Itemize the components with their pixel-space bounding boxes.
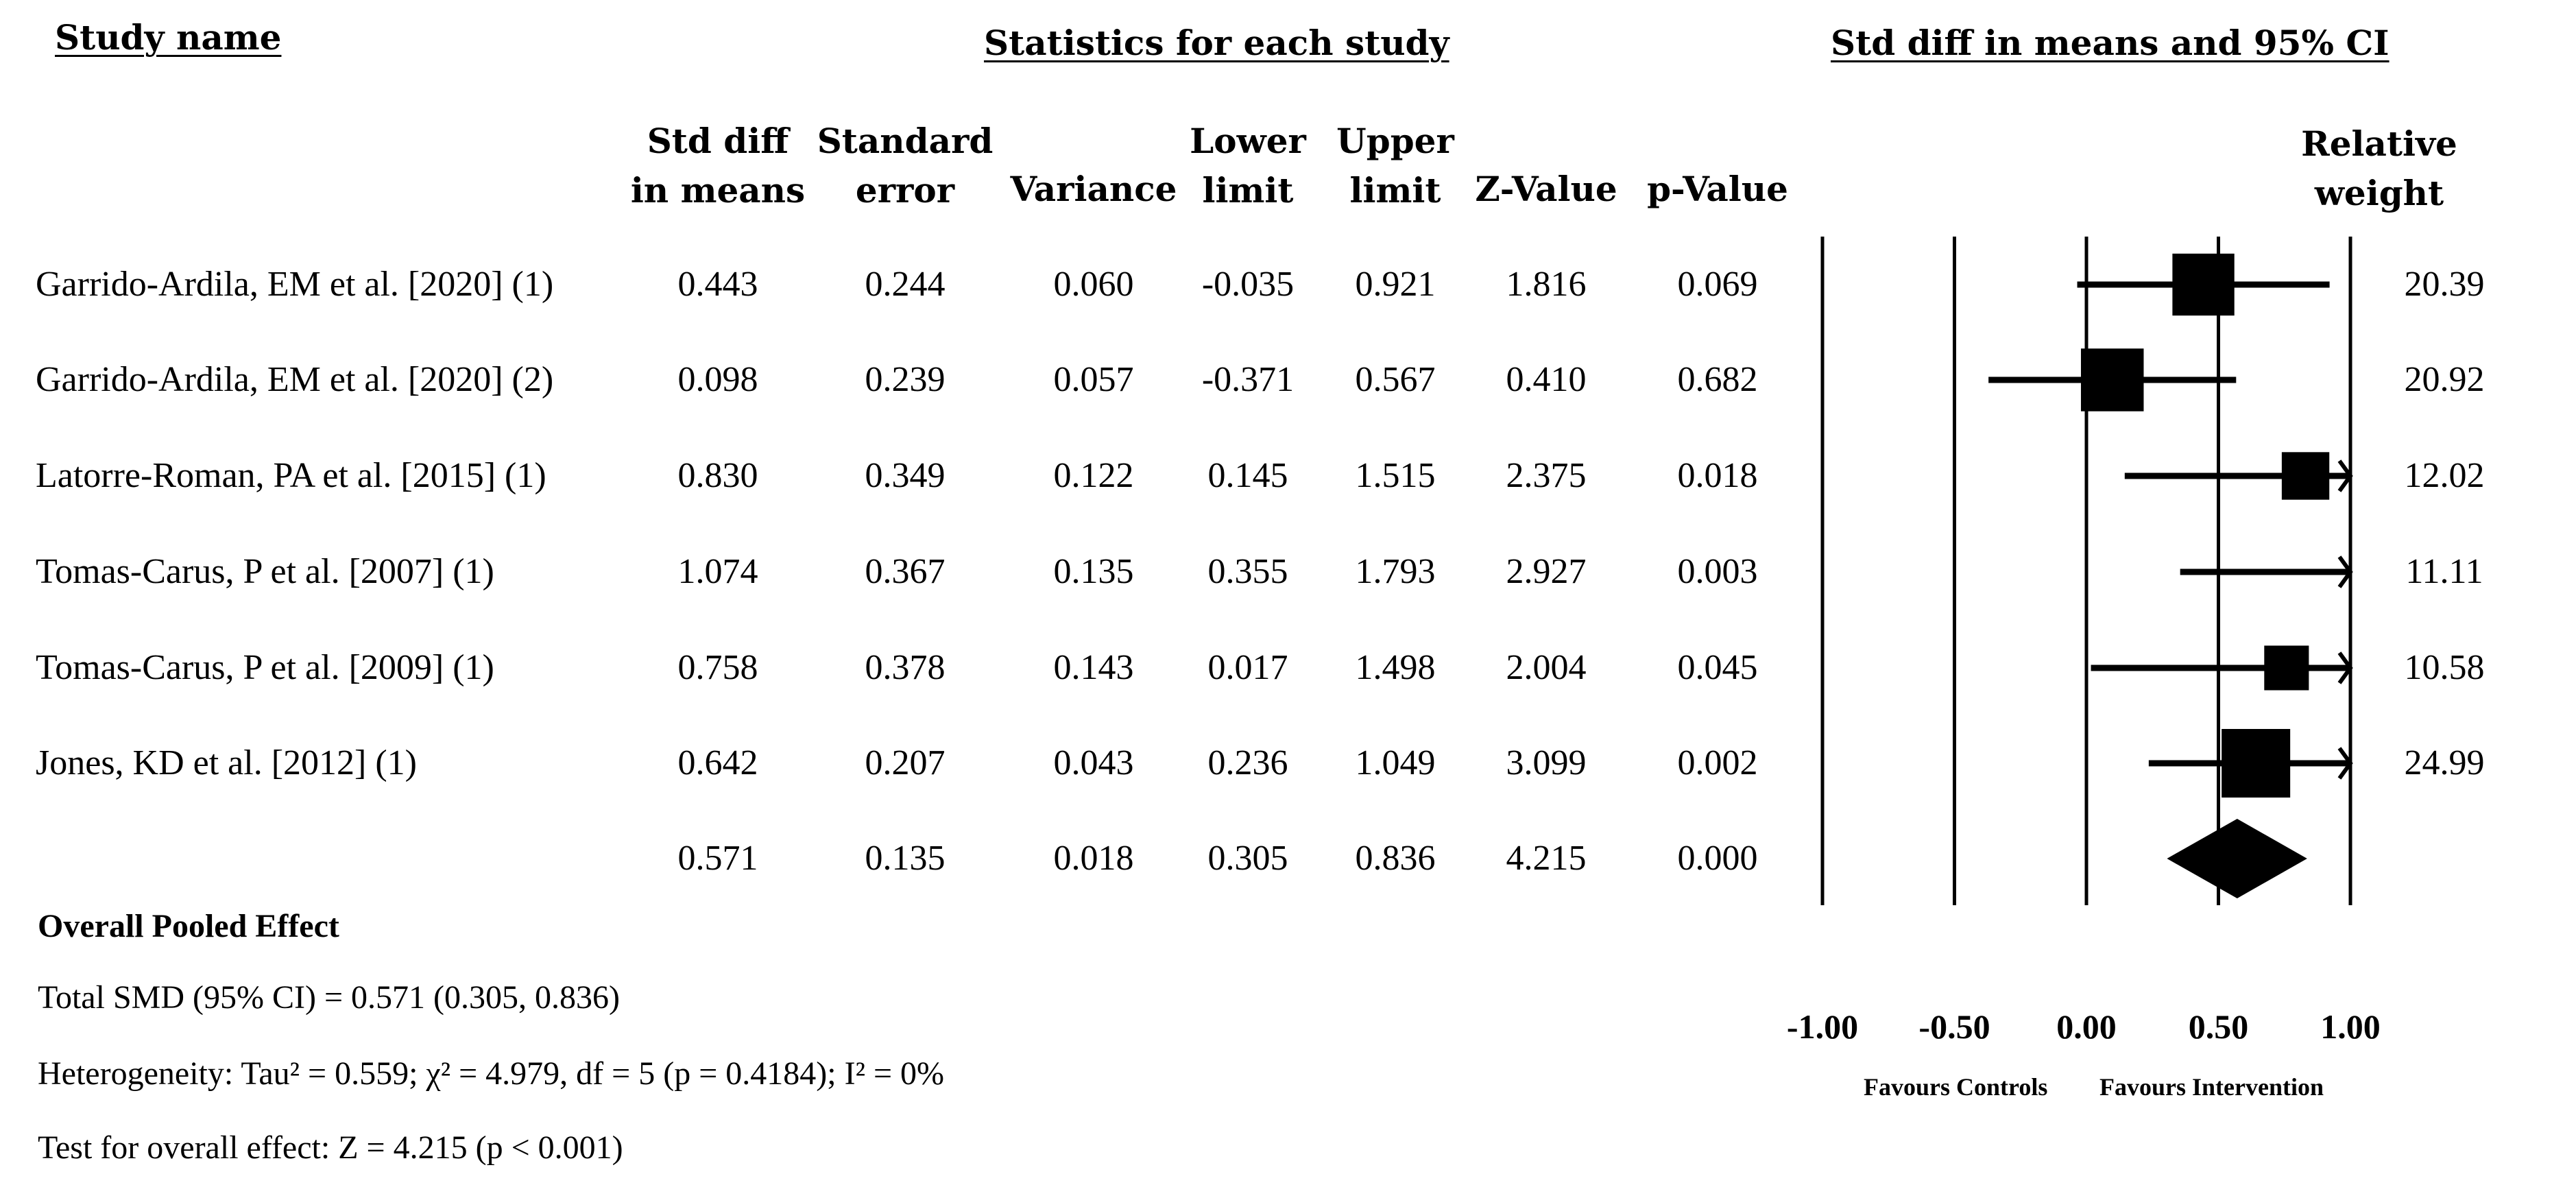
column-header-upper: Upper limit <box>1336 121 1454 211</box>
study-name: Jones, KD et al. [2012] (1) <box>36 743 417 782</box>
cell-z: 3.099 <box>1506 743 1587 782</box>
study-name: Latorre-Roman, PA et al. [2015] (1) <box>36 456 546 495</box>
cell-upper: 1.498 <box>1355 648 1436 687</box>
column-header-z: Z-Value <box>1475 169 1617 209</box>
column-header-lower: Lower limit <box>1190 121 1306 211</box>
cell-p: 0.002 <box>1677 743 1758 782</box>
cell-p: 0.682 <box>1677 360 1758 399</box>
cell-p: 0.069 <box>1677 265 1758 304</box>
relative-weight: 10.58 <box>2404 648 2485 687</box>
cell-smd: 0.758 <box>677 648 758 687</box>
cell-upper: 1.049 <box>1355 743 1436 782</box>
effect-square <box>2172 253 2235 316</box>
pooled-upper: 0.836 <box>1355 839 1436 878</box>
study-name: Garrido-Ardila, EM et al. [2020] (1) <box>36 265 554 304</box>
cell-p: 0.018 <box>1677 456 1758 495</box>
cell-lower: 0.017 <box>1207 648 1288 687</box>
ci-arrow <box>2337 651 2353 684</box>
x-tick-label: 0.00 <box>2056 1007 2117 1046</box>
pooled-lower: 0.305 <box>1207 839 1288 878</box>
cell-z: 2.927 <box>1506 552 1587 591</box>
cell-lower: 0.236 <box>1207 743 1288 782</box>
plot-title: Std diff in means and 95% CI <box>1831 23 2390 63</box>
cell-lower: -0.035 <box>1201 265 1295 304</box>
relative-weight: 24.99 <box>2404 743 2485 782</box>
cell-se: 0.349 <box>865 456 946 495</box>
study-name: Tomas-Carus, P et al. [2007] (1) <box>36 552 494 591</box>
cell-var: 0.122 <box>1053 456 1134 495</box>
relative-weight: 20.92 <box>2404 360 2485 399</box>
cell-smd: 0.830 <box>677 456 758 495</box>
cell-var: 0.060 <box>1053 265 1134 304</box>
cell-lower: 0.145 <box>1207 456 1288 495</box>
column-header-se: Standard error <box>817 121 994 211</box>
footer-title: Overall Pooled Effect <box>38 908 339 944</box>
cell-se: 0.244 <box>865 265 946 304</box>
x-tick-label: -1.00 <box>1786 1007 1859 1046</box>
cell-lower: -0.371 <box>1201 360 1295 399</box>
cell-se: 0.239 <box>865 360 946 399</box>
column-header-p: p-Value <box>1647 169 1788 209</box>
footer-heterogeneity: Heterogeneity: Tau² = 0.559; χ² = 4.979,… <box>38 1055 945 1092</box>
cell-smd: 0.443 <box>677 265 758 304</box>
x-tick-label: 1.00 <box>2320 1007 2381 1046</box>
relative-weight: 12.02 <box>2404 456 2485 495</box>
stats-title: Statistics for each study <box>984 23 1449 63</box>
cell-smd: 0.642 <box>677 743 758 782</box>
footer-test: Test for overall effect: Z = 4.215 (p < … <box>38 1129 623 1166</box>
effect-square <box>2080 348 2144 411</box>
cell-z: 2.004 <box>1506 648 1587 687</box>
cell-p: 0.045 <box>1677 648 1758 687</box>
ci-arrow <box>2337 555 2353 588</box>
cell-z: 1.816 <box>1506 265 1587 304</box>
cell-var: 0.135 <box>1053 552 1134 591</box>
relative-weight: 11.11 <box>2405 552 2483 591</box>
pooled-z: 4.215 <box>1506 839 1587 878</box>
cell-upper: 0.567 <box>1355 360 1436 399</box>
ci-arrow <box>2337 747 2353 780</box>
pooled-se: 0.135 <box>865 839 946 878</box>
column-header-smd: Std diff in means <box>630 121 806 211</box>
favours-controls-label: Favours Controls <box>1864 1073 2048 1101</box>
pooled-var: 0.018 <box>1053 839 1134 878</box>
weight-header: Relative weight <box>2301 123 2457 213</box>
pooled-p: 0.000 <box>1677 839 1758 878</box>
relative-weight: 20.39 <box>2404 265 2485 304</box>
footer-total: Total SMD (95% CI) = 0.571 (0.305, 0.836… <box>38 979 620 1016</box>
study-name-header: Study name <box>55 17 282 58</box>
cell-se: 0.367 <box>865 552 946 591</box>
cell-var: 0.143 <box>1053 648 1134 687</box>
effect-square <box>2281 452 2330 500</box>
cell-upper: 0.921 <box>1355 265 1436 304</box>
pooled-diamond <box>2167 819 2307 898</box>
column-header-var: Variance <box>1010 169 1177 209</box>
cell-upper: 1.793 <box>1355 552 1436 591</box>
effect-square <box>2222 729 2291 798</box>
effect-square <box>2264 645 2309 691</box>
cell-lower: 0.355 <box>1207 552 1288 591</box>
cell-se: 0.378 <box>865 648 946 687</box>
cell-se: 0.207 <box>865 743 946 782</box>
study-name: Garrido-Ardila, EM et al. [2020] (2) <box>36 360 554 399</box>
ci-arrow <box>2337 459 2353 492</box>
cell-var: 0.043 <box>1053 743 1134 782</box>
favours-intervention-label: Favours Intervention <box>2099 1073 2324 1101</box>
cell-upper: 1.515 <box>1355 456 1436 495</box>
pooled-smd: 0.571 <box>677 839 758 878</box>
x-tick-label: -0.50 <box>1918 1007 1990 1046</box>
study-name: Tomas-Carus, P et al. [2009] (1) <box>36 648 494 687</box>
cell-p: 0.003 <box>1677 552 1758 591</box>
cell-z: 2.375 <box>1506 456 1587 495</box>
cell-smd: 1.074 <box>677 552 758 591</box>
cell-z: 0.410 <box>1506 360 1587 399</box>
x-tick-label: 0.50 <box>2188 1007 2249 1046</box>
cell-var: 0.057 <box>1053 360 1134 399</box>
cell-smd: 0.098 <box>677 360 758 399</box>
